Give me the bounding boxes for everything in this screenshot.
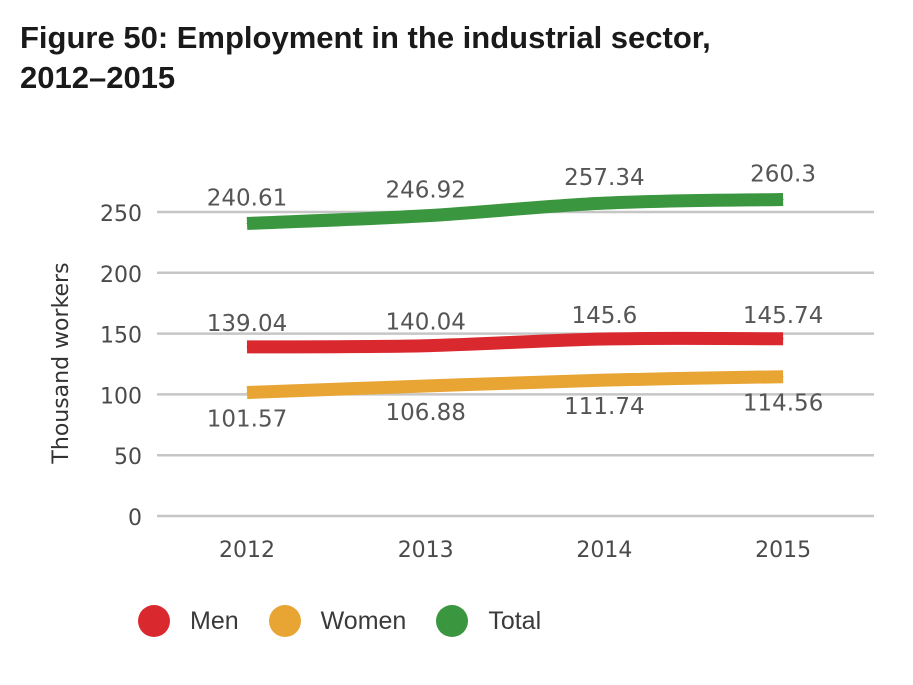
chart-title-line-2: 2012–2015 [20,60,176,95]
y-tick-label-150: 150 [100,324,142,349]
legend: Men Women Total [138,603,541,639]
x-tick-label-2015: 2015 [755,538,811,563]
legend-item-women: Women [268,605,407,637]
legend-label-men: Men [190,606,239,635]
data-point-total-2012 [246,222,248,224]
data-label-total-2013: 246.92 [385,178,465,204]
data-point-women-2013 [425,385,427,387]
y-tick-label-0: 0 [128,506,142,531]
legend-swatch-women [268,605,301,637]
series-lines [246,192,784,399]
data-label-men-2015: 145.74 [743,303,823,329]
data-point-women-2015 [782,376,784,378]
data-point-men-2013 [425,345,427,347]
y-axis-ticks: 0 50 100 150 200 250 [100,202,142,531]
data-label-men-2014: 145.6 [571,303,637,329]
data-point-total-2014 [603,202,605,204]
y-tick-label-200: 200 [100,263,142,288]
legend-swatch-men [138,605,170,637]
y-tick-label-250: 250 [100,202,142,227]
legend-item-men: Men [138,605,239,637]
data-label-women-2013: 106.88 [385,400,465,426]
series-line-women [246,370,784,399]
data-labels: 139.04 140.04 145.6 145.74 101.57 106.88 111.7… [207,161,824,432]
y-axis-label: Thousand workers [49,262,74,464]
data-label-women-2012: 101.57 [207,406,287,432]
y-tick-label-100: 100 [100,384,142,409]
series-line-men [246,331,784,354]
legend-label-total: Total [488,606,542,635]
data-point-women-2012 [246,391,248,393]
data-point-men-2015 [782,338,784,340]
line-chart: 0 50 100 150 200 250 2012 2013 2014 2015 Thousan… [49,161,874,563]
x-axis-ticks: 2012 2013 2014 2015 [219,538,811,563]
legend-label-women: Women [320,606,407,635]
x-tick-label-2013: 2013 [398,538,454,563]
data-label-women-2015: 114.56 [743,391,823,417]
chart-title: Figure 50: Employment in the industrial … [20,18,880,98]
series-line-total [246,192,784,230]
gridlines [157,210,874,518]
data-point-men-2014 [603,338,605,340]
y-tick-label-50: 50 [114,445,142,470]
data-label-women-2014: 111.74 [564,394,644,420]
data-label-total-2012: 240.61 [207,185,287,211]
x-tick-label-2012: 2012 [219,538,275,563]
legend-item-total: Total [436,605,541,637]
data-point-men-2012 [246,346,248,348]
data-point-women-2014 [603,379,605,381]
data-label-total-2014: 257.34 [564,165,644,191]
data-label-men-2013: 140.04 [385,310,465,336]
chart-title-line-1: Figure 50: Employment in the industrial … [20,20,711,55]
data-label-total-2015: 260.3 [750,161,816,187]
data-label-men-2012: 139.04 [207,311,287,337]
x-tick-label-2014: 2014 [576,538,632,563]
data-point-total-2015 [782,198,784,200]
data-point-total-2013 [425,215,427,217]
legend-swatch-total [436,605,469,637]
